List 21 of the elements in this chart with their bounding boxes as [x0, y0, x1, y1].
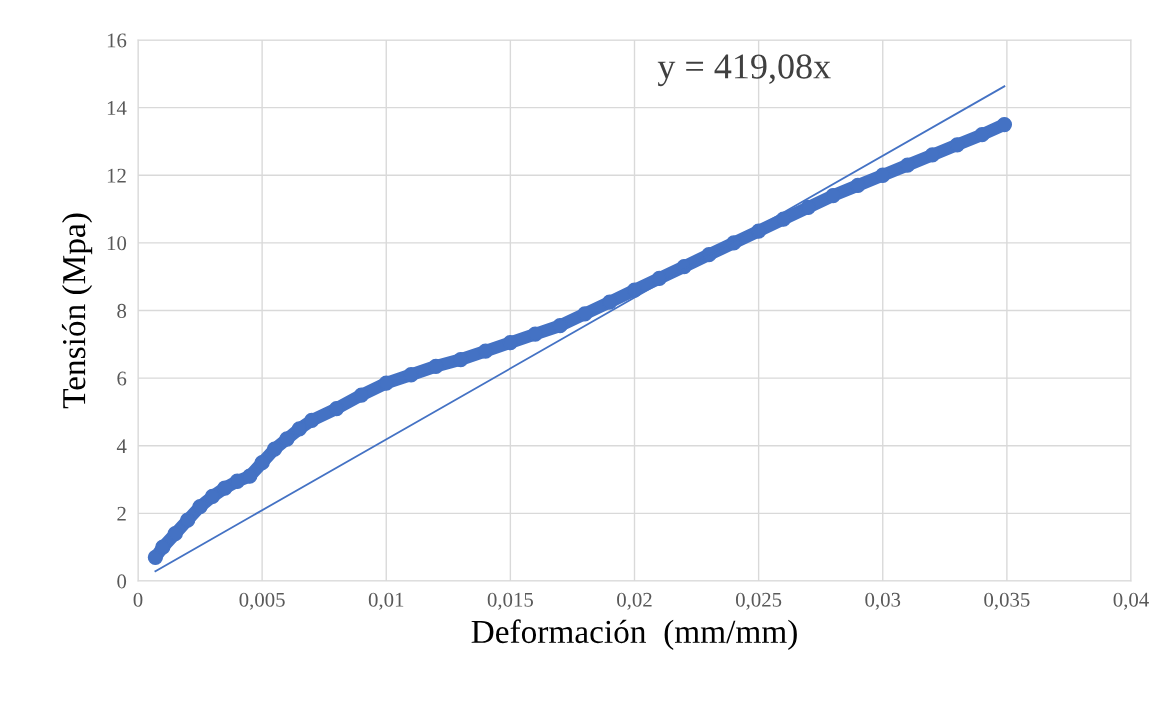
x-tick-label: 0,025: [735, 592, 782, 610]
y-tick-label: 4: [116, 439, 127, 453]
y-tick-label: 16: [107, 33, 127, 48]
y-tick-label: 2: [117, 506, 126, 521]
y-tick-label: 14: [107, 101, 127, 115]
x-tick-label: 0,04: [1113, 592, 1149, 610]
x-tick-label: 0,03: [865, 592, 901, 610]
y-tick-label: 10: [107, 236, 127, 251]
x-tick-label: 0,02: [617, 592, 652, 610]
x-tick-label: 0,005: [239, 592, 285, 610]
x-tick-label: 0,01: [368, 592, 404, 610]
y-axis-title: Tensión (Mpa): [61, 213, 93, 409]
y-tick-label: 6: [117, 371, 127, 386]
annotation: y = 419,08x: [657, 54, 831, 87]
x-tick-label: 0,035: [984, 592, 1030, 610]
x-tick-label: 0: [133, 592, 143, 607]
x-axis-title: Deformación (mm/mm): [471, 619, 797, 650]
x-tick-label: 0,015: [487, 592, 533, 610]
y-tick-label: 0: [117, 574, 127, 589]
y-tick-label: 12: [107, 168, 126, 183]
y-tick-label: 8: [117, 303, 127, 318]
